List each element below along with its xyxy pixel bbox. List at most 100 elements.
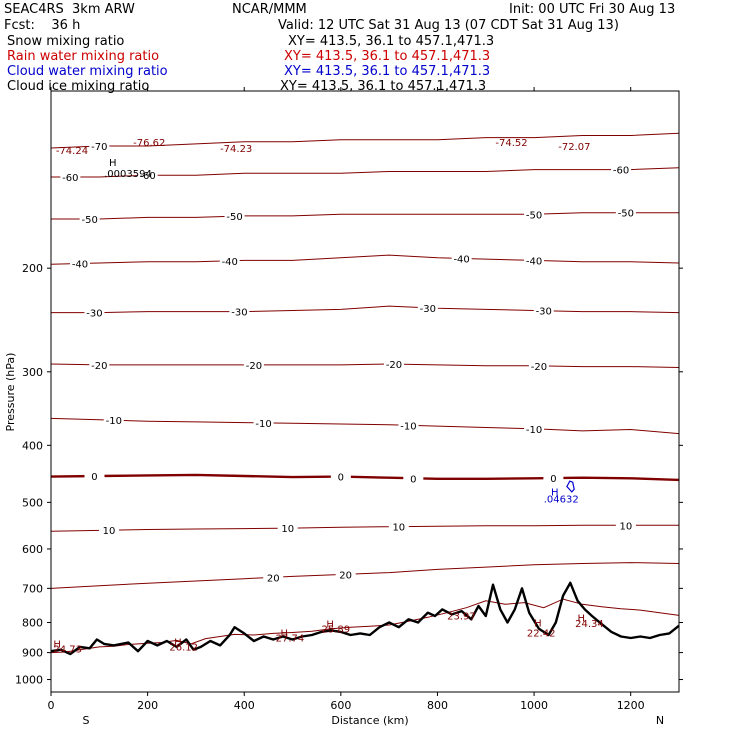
isotherm-label: -40 bbox=[222, 257, 238, 268]
isotherm-label: -40 bbox=[526, 256, 542, 267]
isotherm-label: -30 bbox=[86, 309, 102, 320]
isotherm-label: -70 bbox=[91, 142, 107, 153]
x-axis-label: Distance (km) bbox=[331, 714, 408, 727]
isotherm-label-bg bbox=[543, 472, 564, 485]
isotherm-label-bg bbox=[229, 305, 250, 318]
isotherm-label: -20 bbox=[386, 360, 402, 371]
isotherm-line bbox=[51, 305, 680, 314]
field-annotation: H bbox=[534, 618, 542, 629]
y-tick-label: 200 bbox=[22, 262, 43, 275]
isotherm-line bbox=[50, 417, 680, 435]
isotherm-label: -20 bbox=[531, 362, 547, 373]
isotherm-label: 10 bbox=[392, 523, 405, 534]
isotherm-line bbox=[50, 562, 680, 589]
isotherm-label-bg bbox=[335, 568, 356, 581]
isotherm-label: -10 bbox=[106, 416, 122, 427]
isotherm-label: 0 bbox=[338, 473, 344, 484]
isotherm-label-bg bbox=[330, 470, 351, 483]
field-annotation: 27.74 bbox=[276, 634, 305, 645]
isotherm-line bbox=[50, 524, 679, 532]
cloud-water-contour bbox=[566, 480, 575, 493]
isotherm-label: -10 bbox=[526, 425, 542, 436]
isotherm-label-bg bbox=[103, 414, 124, 427]
isotherm-label-bg bbox=[403, 472, 424, 485]
x-tick-label: 0 bbox=[48, 699, 55, 712]
isotherm-label: -20 bbox=[91, 361, 107, 372]
isotherm-label-bg bbox=[263, 571, 284, 584]
isotherm-label-bg bbox=[98, 524, 119, 537]
y-tick-label: 1000 bbox=[15, 674, 43, 687]
terrain-line bbox=[50, 581, 680, 656]
field-annotation: H bbox=[53, 639, 61, 650]
field-rain-xy: XY= 413.5, 36.1 to 457.1,471.3 bbox=[284, 49, 491, 64]
isotherm-label-bg bbox=[84, 306, 105, 319]
y-axis-label: Pressure (hPa) bbox=[4, 353, 17, 432]
y-tick-label: 500 bbox=[22, 496, 43, 509]
isotherm-label-bg bbox=[524, 254, 545, 267]
isotherm-label: 10 bbox=[619, 521, 632, 532]
plot-content: -70 -60 -60 -60 -50 -50 -50 -50 -40 -40 -40 -40 -30 -… bbox=[50, 132, 680, 656]
isotherm-label: 0 bbox=[91, 472, 97, 483]
isotherm-label-bg bbox=[60, 171, 81, 184]
x-tick-label: 200 bbox=[137, 699, 158, 712]
x-tick-label: 1000 bbox=[520, 699, 548, 712]
isotherm-label: -30 bbox=[420, 304, 436, 315]
isotherm-label: 20 bbox=[339, 570, 352, 581]
field-annotation: .0003594 bbox=[104, 169, 152, 180]
isotherm-line bbox=[50, 473, 680, 482]
field-annotation: H bbox=[578, 614, 586, 625]
field-annotation: 22.42 bbox=[527, 628, 556, 639]
isotherm-label-bg bbox=[89, 358, 110, 371]
isotherm-label: -50 bbox=[81, 215, 97, 226]
isotherm-label: -10 bbox=[255, 419, 271, 430]
field-annotation: H bbox=[109, 158, 117, 169]
isotherm-label-bg bbox=[615, 519, 636, 532]
model-title: SEAC4RS 3km ARW bbox=[4, 2, 135, 17]
isotherm-label-bg bbox=[69, 257, 90, 270]
field-annotation: -72.07 bbox=[558, 142, 590, 153]
isotherm-line bbox=[50, 254, 680, 265]
isotherm-label: -50 bbox=[226, 212, 242, 223]
field-cloud-name: Cloud water mixing ratio bbox=[7, 64, 168, 79]
forecast-hour: Fcst: 36 h bbox=[4, 18, 81, 33]
field-cloud-xy: XY= 413.5, 36.1 to 457.1,471.3 bbox=[284, 64, 491, 79]
field-ice-name: Cloud ice mixing ratio bbox=[7, 79, 150, 94]
isotherm-label: 0 bbox=[550, 474, 556, 485]
y-tick-label: 300 bbox=[22, 366, 43, 379]
isotherm-label: 0 bbox=[410, 474, 416, 485]
isotherm-label-bg bbox=[524, 422, 545, 435]
isotherm-label-bg bbox=[219, 254, 240, 267]
field-annotation: -74.24 bbox=[56, 146, 88, 157]
isotherm-label-bg bbox=[277, 522, 298, 535]
isotherm-label-bg bbox=[528, 359, 549, 372]
y-tick-label: 800 bbox=[22, 616, 43, 629]
isotherm-label-bg bbox=[89, 139, 110, 152]
org-title: NCAR/MMM bbox=[232, 2, 307, 17]
isotherm-label: -30 bbox=[536, 307, 552, 318]
field-annotation: .04632 bbox=[544, 494, 579, 505]
isotherm-label-bg bbox=[388, 520, 409, 533]
isotherm-line bbox=[50, 363, 680, 368]
isotherm-label: -60 bbox=[62, 173, 78, 184]
isotherm-label: 10 bbox=[281, 524, 294, 535]
isotherm-label-bg bbox=[611, 163, 632, 176]
isotherm-label-bg bbox=[398, 419, 419, 432]
isotherm-label-bg bbox=[224, 210, 245, 223]
field-annotation: H bbox=[551, 488, 559, 499]
isotherm-label: -30 bbox=[231, 308, 247, 319]
y-tick-label: 900 bbox=[22, 647, 43, 660]
isotherm-label: 10 bbox=[103, 526, 116, 537]
x-end-label-right: N bbox=[656, 714, 664, 727]
isotherm-label: -60 bbox=[613, 166, 629, 177]
isotherm-label-bg bbox=[84, 470, 105, 483]
isotherm-label-bg bbox=[253, 416, 274, 429]
isotherm-label-bg bbox=[137, 169, 158, 182]
field-annotation: -74.52 bbox=[495, 138, 527, 149]
y-tick-label: 400 bbox=[22, 439, 43, 452]
field-annotation: -76.62 bbox=[133, 138, 165, 149]
field-annotation: 25.89 bbox=[322, 625, 351, 636]
isotherm-label-bg bbox=[243, 358, 264, 371]
field-ice-xy: XY= 413.5, 36.1 to 457.1,471.3 bbox=[280, 79, 487, 94]
